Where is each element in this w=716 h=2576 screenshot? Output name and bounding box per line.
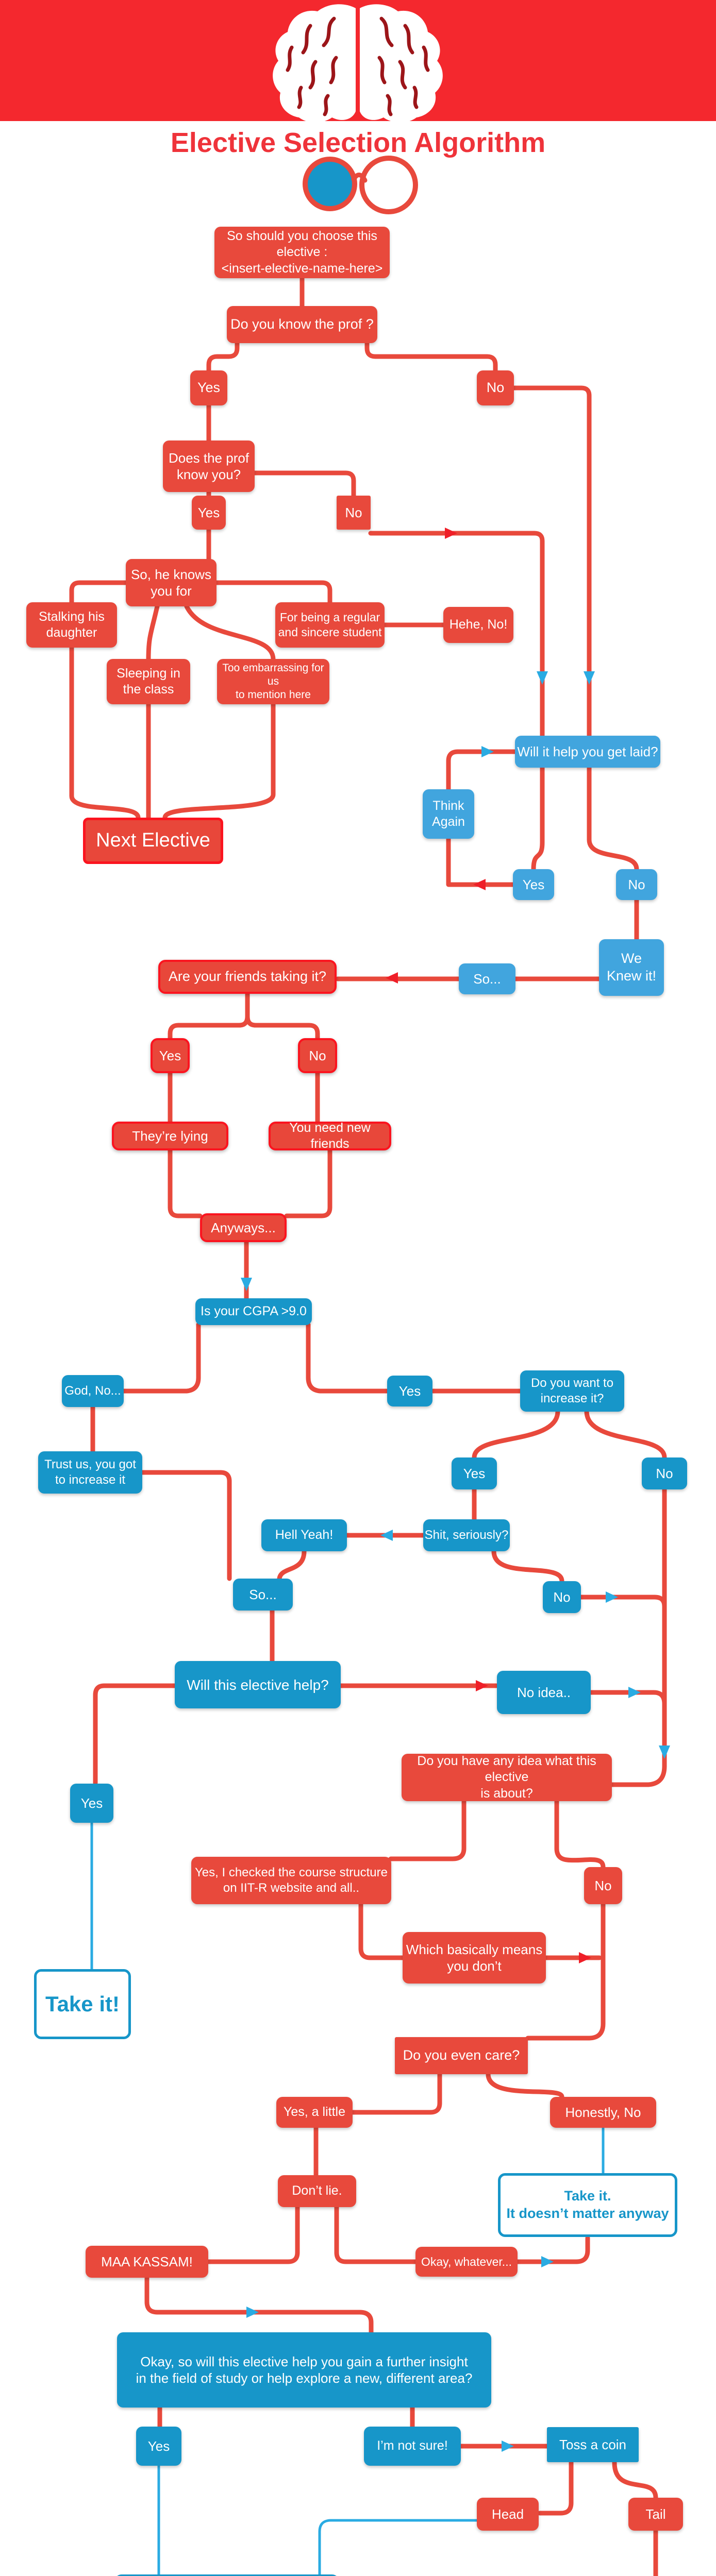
will-help-yes: Yes (70, 1784, 113, 1823)
hehe-no: Hehe, No! (443, 607, 513, 643)
insight-yes: Yes (136, 2427, 181, 2466)
we-knew-it: We Knew it! (599, 939, 664, 996)
friends-yes: Yes (151, 1038, 190, 1073)
get-laid-yes: Yes (513, 869, 554, 900)
q-know-prof: Do you know the prof ? (227, 306, 377, 343)
god-no: God, No... (62, 1375, 124, 1407)
shit-seriously: Shit, seriously? (423, 1519, 510, 1551)
so-he-knows-you-for: So, he knows you for (126, 559, 217, 606)
brain-icon (273, 0, 716, 121)
seriously-no: No (543, 1581, 581, 1613)
im-not-sure: I’m not sure! (364, 2427, 461, 2466)
friends-no: No (298, 1038, 337, 1073)
okay-whatever: Okay, whatever... (415, 2247, 518, 2277)
q-cgpa: Is your CGPA >9.0 (195, 1298, 312, 1325)
care-honestly-no: Honestly, No (550, 2097, 656, 2128)
q-any-idea: Do you have any idea what this elective … (402, 1754, 612, 1801)
checked-structure: Yes, I checked the course structure on I… (191, 1857, 391, 1904)
know-prof-no: No (477, 370, 514, 405)
so-1: So... (459, 963, 515, 994)
coin-tail: Tail (628, 2498, 683, 2531)
stalking-daughter: Stalking his daughter (26, 602, 117, 648)
prof-know-you-yes: Yes (192, 496, 226, 530)
q-prof-know-you: Does the prof know you? (163, 440, 255, 492)
think-again: Think Again (423, 789, 474, 839)
care-yes-little: Yes, a little (276, 2097, 353, 2128)
need-new-friends: You need new friends (269, 1121, 391, 1151)
toss-a-coin: Toss a coin (547, 2427, 639, 2462)
prof-know-you-no: No (337, 496, 371, 530)
increase-no: No (642, 1458, 687, 1489)
too-embarrassing: Too embarrassing for us to mention here (217, 659, 329, 704)
theyre-lying: They’re lying (112, 1122, 228, 1150)
know-prof-yes: Yes (190, 370, 227, 405)
coin-head: Head (477, 2498, 539, 2531)
regular-sincere-student: For being a regular and sincere student (275, 602, 385, 648)
next-elective-mid: Next Elective (83, 818, 223, 864)
q-even-care: Do you even care? (395, 2037, 528, 2074)
take-it-anyway: Take it. It doesn’t matter anyway (498, 2173, 677, 2237)
q-will-help: Will this elective help? (175, 1661, 341, 1708)
increase-yes: Yes (452, 1458, 497, 1489)
trust-us-increase: Trust us, you got to increase it (38, 1451, 142, 1494)
header-band (0, 0, 716, 121)
maa-kassam: MAA KASSAM! (86, 2246, 208, 2278)
no-idea: No idea.. (497, 1671, 591, 1714)
q-friends-taking: Are your friends taking it? (158, 960, 337, 994)
so-2: So... (233, 1579, 293, 1611)
hell-yeah: Hell Yeah! (261, 1519, 347, 1551)
sleeping-in-class: Sleeping in the class (107, 659, 190, 704)
page-title: Elective Selection Algorithm (170, 127, 546, 158)
cgpa-yes: Yes (387, 1376, 432, 1406)
q-further-insight: Okay, so will this elective help you gai… (117, 2332, 491, 2408)
get-laid-no: No (616, 869, 657, 900)
basically-dont: Which basically means you don’t (403, 1932, 546, 1984)
q-increase-it: Do you want to increase it? (520, 1370, 624, 1412)
any-idea-no: No (584, 1867, 622, 1904)
q-choose-elective: So should you choose this elective : <in… (214, 227, 390, 278)
take-it-small: Take it! (34, 1969, 131, 2039)
dont-lie: Don’t lie. (278, 2175, 356, 2207)
q-get-laid: Will it help you get laid? (515, 736, 660, 768)
anyways: Anyways... (200, 1213, 287, 1242)
